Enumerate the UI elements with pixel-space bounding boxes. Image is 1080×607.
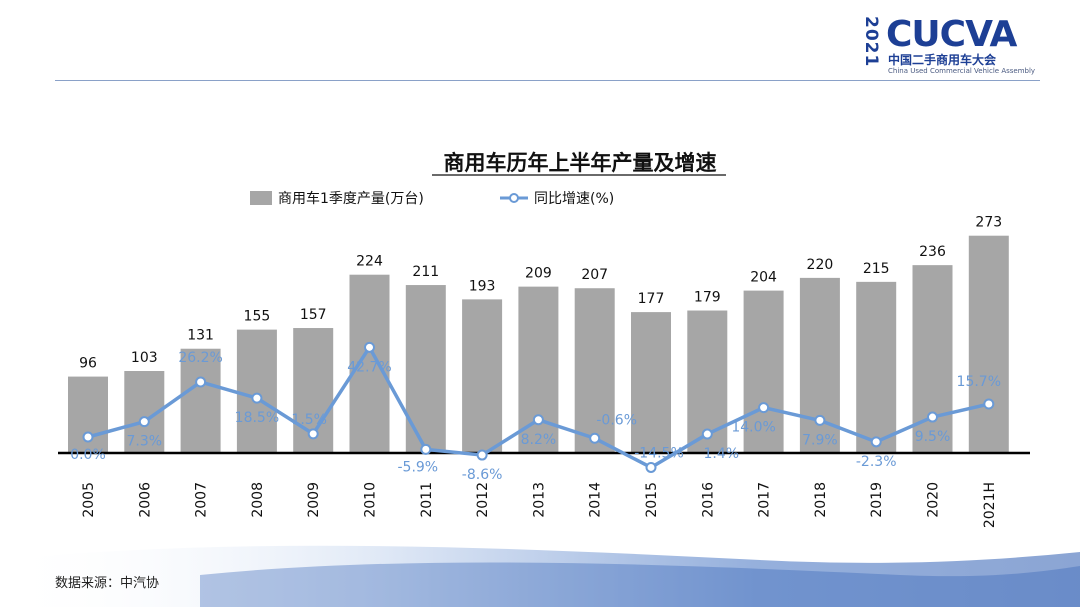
legend-bar-label: 商用车1季度产量(万台) xyxy=(278,190,424,207)
x-tick-label-2016: 2016 xyxy=(700,482,716,518)
x-tick-label-2015: 2015 xyxy=(644,482,660,518)
bar-value-label-2018: 220 xyxy=(807,257,834,273)
x-tick-label-2006: 2006 xyxy=(137,482,153,518)
bar-value-label-2008: 155 xyxy=(244,309,271,325)
growth-label-2009: 1.5% xyxy=(291,412,327,428)
legend-bar-swatch xyxy=(250,191,272,205)
x-tick-label-2019: 2019 xyxy=(869,482,885,518)
bar-value-label-2019: 215 xyxy=(863,261,890,277)
growth-point-2009 xyxy=(307,428,319,440)
bar-2008 xyxy=(236,329,277,453)
bar-value-label-2009: 157 xyxy=(300,307,327,323)
growth-label-2015: -14.5% xyxy=(634,445,684,461)
bar-value-label-2005: 96 xyxy=(79,356,97,372)
growth-label-2005: 0.0% xyxy=(70,447,106,463)
logo-chinese-name: 中国二手商用车大会 xyxy=(888,53,997,67)
x-axis-ticks: 2005 2006 2007 2008 2009 2010 2011 2012 2013 2014… xyxy=(81,482,998,528)
growth-label-2012: -8.6% xyxy=(462,467,503,483)
bar-2019 xyxy=(856,281,897,453)
bar-2017 xyxy=(743,290,784,453)
growth-point-2006 xyxy=(138,416,150,428)
growth-point-2017 xyxy=(758,402,770,414)
bar-value-label-2011: 211 xyxy=(412,264,439,280)
legend-line-marker xyxy=(509,193,519,203)
bar-value-label-2020: 236 xyxy=(919,244,946,260)
bar-2012 xyxy=(462,299,503,453)
bar-value-label-2010: 224 xyxy=(356,254,383,270)
chart-title: 商用车历年上半年产量及增速 xyxy=(444,151,717,175)
growth-label-2017: 14.0% xyxy=(731,420,775,436)
growth-point-2021H xyxy=(983,398,995,410)
growth-point-2014 xyxy=(589,432,601,444)
growth-point-2013 xyxy=(532,414,544,426)
x-tick-label-2010: 2010 xyxy=(363,482,379,518)
growth-label-2019: -2.3% xyxy=(856,454,897,470)
x-tick-label-2005: 2005 xyxy=(81,482,97,518)
bar-value-label-2017: 204 xyxy=(750,270,777,286)
decorative-wave-2 xyxy=(200,562,1080,607)
logo-english-name: China Used Commercial Vehicle Assembly xyxy=(888,67,1036,75)
bar-2015 xyxy=(631,312,671,453)
bar-2021H xyxy=(968,235,1009,453)
growth-label-2011: -5.9% xyxy=(397,459,438,475)
bar-2014 xyxy=(574,288,615,453)
chart-legend: 商用车1季度产量(万台) 同比增速(%) xyxy=(250,190,614,207)
growth-point-2018 xyxy=(814,414,826,426)
growth-label-2010: 42.7% xyxy=(347,359,391,375)
bar-value-label-2016: 179 xyxy=(694,290,721,306)
growth-point-2016 xyxy=(701,428,713,440)
growth-point-2015 xyxy=(645,461,657,473)
growth-point-2020 xyxy=(927,411,938,423)
x-tick-label-2014: 2014 xyxy=(588,482,604,518)
growth-label-2008: 18.5% xyxy=(235,410,279,426)
growth-label-2013: 8.2% xyxy=(521,432,557,448)
legend-line-label: 同比增速(%) xyxy=(534,191,614,207)
bar-value-label-2012: 193 xyxy=(469,278,496,294)
growth-label-2016: 1.4% xyxy=(704,446,740,462)
bar-value-label-2006: 103 xyxy=(131,350,158,366)
bar-value-label-2014: 207 xyxy=(581,267,608,283)
bar-2007 xyxy=(180,348,221,453)
x-tick-label-2007: 2007 xyxy=(194,482,210,518)
growth-point-2008 xyxy=(251,392,263,404)
bar-value-label-2007: 131 xyxy=(187,328,214,344)
header-divider xyxy=(55,80,1040,81)
x-tick-label-2021H: 2021H xyxy=(982,482,998,528)
growth-point-2012 xyxy=(476,449,488,461)
bar-value-label-2015: 177 xyxy=(638,291,665,307)
growth-label-2018: 7.9% xyxy=(802,432,838,448)
x-tick-label-2017: 2017 xyxy=(757,482,773,518)
x-tick-label-2008: 2008 xyxy=(250,482,266,518)
growth-point-2007 xyxy=(195,376,207,388)
growth-label-2020: 9.5% xyxy=(915,429,951,445)
bar-value-label-2013: 209 xyxy=(525,266,552,282)
x-tick-label-2018: 2018 xyxy=(813,482,829,518)
bar-value-label-2021H: 273 xyxy=(975,215,1002,231)
x-tick-label-2020: 2020 xyxy=(926,482,942,518)
x-tick-label-2012: 2012 xyxy=(475,482,491,518)
logo-year: 2021 xyxy=(861,16,881,68)
growth-label-2006: 7.3% xyxy=(127,434,163,450)
bar-2010 xyxy=(349,274,390,453)
growth-point-2005 xyxy=(82,431,94,443)
cucva-logo: 2021 CUCVA 中国二手商用车大会 China Used Commerci… xyxy=(860,14,1040,78)
growth-point-2019 xyxy=(870,436,882,448)
bar-2011 xyxy=(405,285,446,453)
growth-line-series: 0.0% 7.3% 26.2% 18.5% 1.5% 42.7% -5.9% -8.6% 8.2… xyxy=(70,341,1001,483)
decorative-wave xyxy=(0,545,1080,607)
growth-point-2011 xyxy=(420,443,432,455)
x-tick-label-2011: 2011 xyxy=(419,482,435,518)
growth-label-2021H: 15.7% xyxy=(957,374,1001,390)
x-tick-label-2009: 2009 xyxy=(306,482,322,518)
logo-wordmark: CUCVA xyxy=(886,14,1017,55)
x-tick-label-2013: 2013 xyxy=(531,482,547,518)
growth-label-2007: 26.2% xyxy=(178,350,222,366)
growth-point-2010 xyxy=(364,341,375,353)
growth-label-2014: -0.6% xyxy=(596,412,637,428)
data-source-note: 数据来源：中汽协 xyxy=(55,576,160,591)
